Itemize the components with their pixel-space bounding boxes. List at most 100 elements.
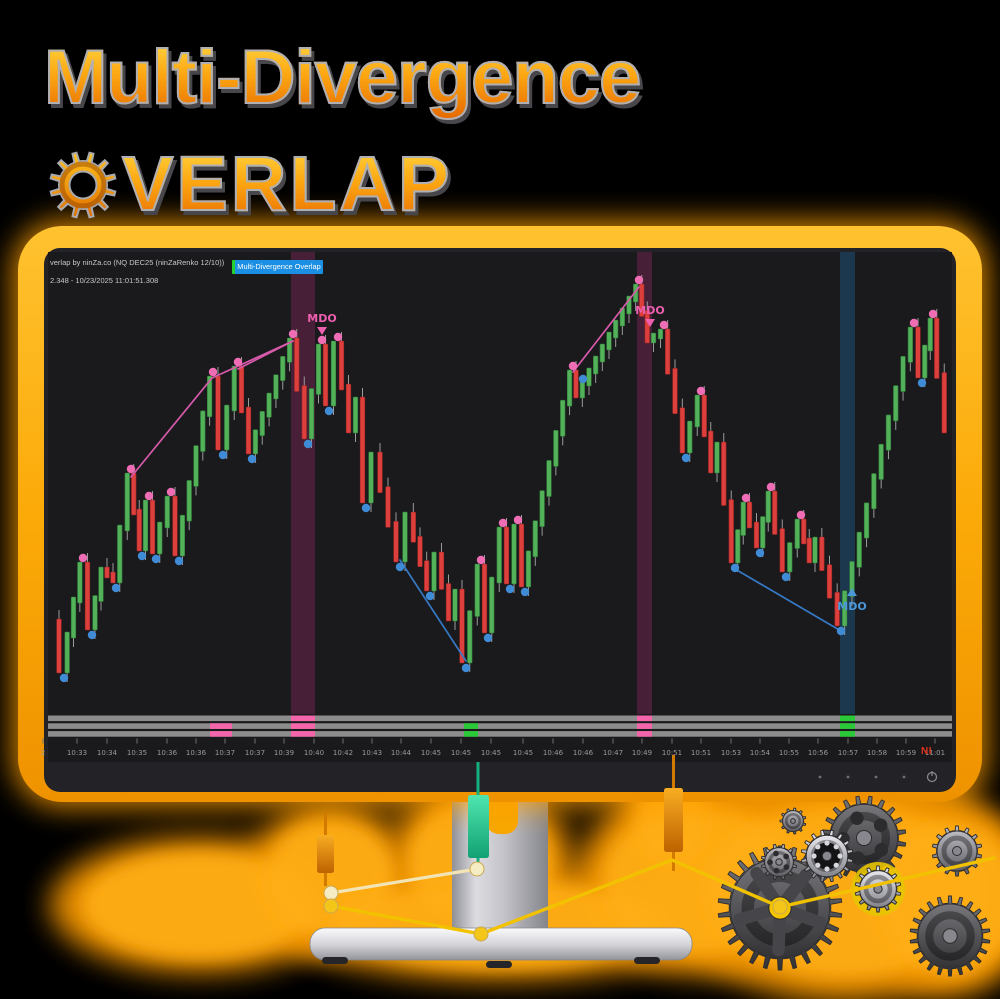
svg-text:10:44: 10:44 [391,749,412,757]
svg-text:10:37: 10:37 [245,749,265,757]
svg-text:10:59: 10:59 [896,749,916,757]
svg-text:10:53: 10:53 [721,749,741,757]
candlestick-series [56,275,947,682]
swing-high-marker [317,335,327,345]
swing-high-marker [126,464,136,474]
green-candle-icon [468,762,489,872]
swing-high-marker [909,318,919,328]
zigzag-line-yellow [323,856,996,942]
svg-text:10:42: 10:42 [333,749,353,757]
indicator-button[interactable]: Multi-Divergence Overlap [232,260,323,274]
svg-text:10:51: 10:51 [662,749,682,757]
swing-high-marker [78,553,88,563]
swing-low-marker [755,548,765,558]
swing-high-marker [796,510,806,520]
svg-text:MDO: MDO [307,312,336,325]
svg-text:10:36: 10:36 [157,749,178,757]
stand-foot [486,961,512,968]
swing-low-marker [218,450,228,460]
mdo-signal-down: MDO [635,304,665,327]
svg-text:11:01: 11:01 [925,749,945,757]
swing-high-marker [928,309,938,319]
swing-high-marker [288,329,298,339]
swing-high-marker [634,275,644,285]
swing-low-marker [324,406,334,416]
svg-text:10:57: 10:57 [838,749,858,757]
gear-icon [851,862,905,916]
swing-low-marker [111,583,121,593]
orange-candle-icon [317,813,334,886]
divergence-zone-band [840,252,855,714]
gear-icon [800,829,854,883]
signal-strip-segment [840,715,855,722]
swing-low-marker [247,454,257,464]
gear-icon [909,895,991,977]
gear-icon [931,825,983,877]
svg-text:MDO: MDO [837,600,866,613]
swing-low-marker [361,503,371,513]
swing-low-marker [461,663,471,673]
svg-text:10:45: 10:45 [421,749,441,757]
signal-strip-segment [637,723,652,729]
bezel-dot [846,775,850,779]
chart-canvas[interactable] [48,252,952,762]
swing-low-marker [151,554,161,564]
swing-high-marker [333,332,343,342]
bezel-dot [874,775,878,779]
svg-text:10:39: 10:39 [274,749,294,757]
swing-high-marker [166,487,176,497]
divergence-line-pink [130,377,213,478]
swing-high-marker [696,386,706,396]
power-icon[interactable] [926,771,938,783]
stand-foot [634,957,660,964]
mdo-signal-down: MDO [307,312,337,335]
swing-high-marker [476,555,486,565]
swing-low-marker [137,551,147,561]
divergence-line-pink [237,340,294,370]
signal-strip-segment [210,731,232,737]
platform-watermark: NI [921,746,932,757]
signal-strip [48,723,952,729]
swing-low-marker [59,673,69,683]
svg-text:2: 2 [41,749,45,757]
svg-text:10:55: 10:55 [779,749,799,757]
signal-strip-segment [637,731,652,737]
stand-foot [322,957,348,964]
svg-text:10:49: 10:49 [632,749,652,757]
time-axis: 2 10:33 10:34 10:35 10:36 10:36 10:37 10:37 10:3… [41,738,945,757]
svg-text:10:34: 10:34 [97,749,118,757]
svg-text:10:46: 10:46 [573,749,594,757]
signal-strip [48,731,952,737]
signal-strip-segment [840,723,855,729]
signal-strip-segment [291,715,315,722]
chart-instrument-label: verlap by ninZa.co (NQ DEC25 (ninZaRenko… [50,258,225,267]
svg-text:10:56: 10:56 [808,749,829,757]
svg-text:10:45: 10:45 [481,749,501,757]
bezel-dot [818,775,822,779]
swing-low-marker [505,584,515,594]
swing-low-marker [303,439,313,449]
swing-high-marker [498,518,508,528]
divergence-line-blue [399,559,467,662]
svg-text:10:36: 10:36 [186,749,207,757]
swing-low-marker [578,374,588,384]
page-title: Multi-Divergence [43,34,642,121]
signal-strip [48,715,952,722]
svg-text:10:46: 10:46 [543,749,564,757]
gear-o-icon [49,151,117,219]
mdo-signal-up: MDO [837,588,867,613]
svg-text:MDO: MDO [635,304,664,317]
gear-icon [760,843,798,881]
divergence-zone-band [291,252,315,714]
swing-high-marker [208,367,218,377]
divergence-line-pink [572,286,640,373]
svg-text:10:33: 10:33 [67,749,87,757]
swing-low-marker [87,630,97,640]
signal-strip-segment [210,723,232,729]
svg-text:10:40: 10:40 [304,749,324,757]
signal-strip-segment [464,723,478,729]
svg-text:10:58: 10:58 [867,749,887,757]
signal-strip-segment [840,731,855,737]
bezel-dot [902,775,906,779]
